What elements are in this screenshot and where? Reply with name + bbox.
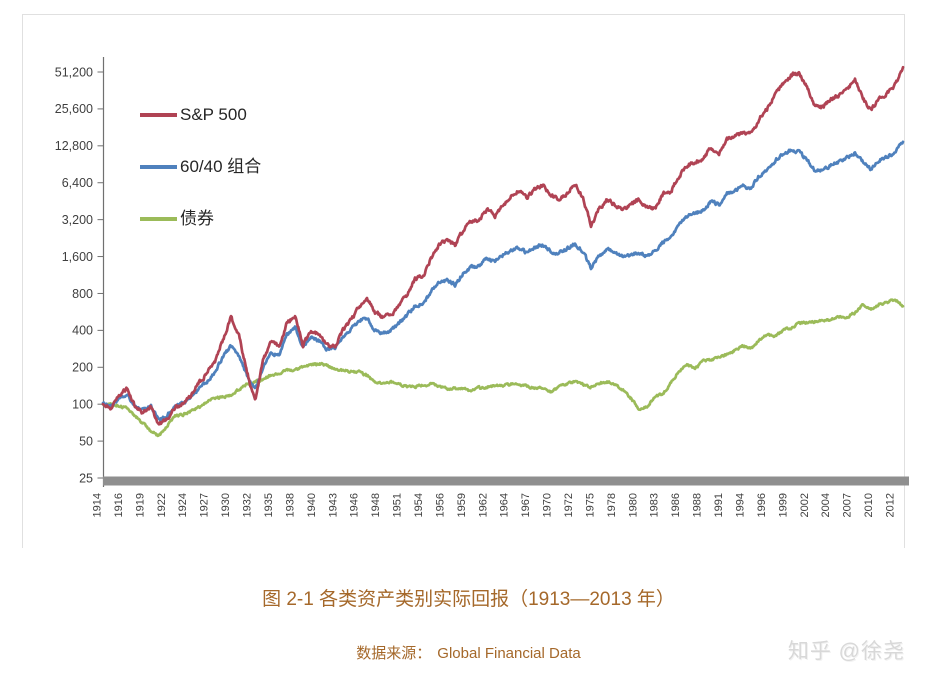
legend-swatch-sp500 [140, 113, 177, 117]
x-axis-tick-label: 1988 [692, 493, 704, 517]
x-axis-tick-label: 1964 [499, 493, 511, 517]
x-axis-bar [103, 476, 909, 486]
y-axis-tick-label: 51,200 [55, 65, 93, 79]
x-axis-tick-label: 1932 [242, 493, 254, 517]
x-axis-tick-label: 1999 [777, 493, 789, 517]
legend-label-60-40-portfolio: 60/40 组合 [180, 157, 262, 176]
series-line-bonds [101, 298, 905, 438]
x-axis-tick-label: 1919 [134, 493, 146, 517]
legend-swatch-bonds [140, 217, 177, 221]
x-axis-tick-label: 1946 [349, 493, 361, 517]
y-axis-tick-label: 1,600 [62, 250, 93, 264]
x-axis-tick-label: 1943 [327, 493, 339, 517]
legend-swatch-60-40-portfolio [140, 165, 177, 169]
y-axis-tick-label: 25 [79, 471, 93, 485]
y-axis-tick-label: 400 [72, 324, 93, 338]
x-axis-tick-label: 1962 [477, 493, 489, 517]
x-axis-tick-label: 1914 [92, 493, 104, 517]
x-axis-tick-label: 2010 [863, 493, 875, 517]
x-axis-tick-label: 1922 [156, 493, 168, 517]
x-axis-tick-label: 1940 [306, 493, 318, 517]
x-axis-tick-label: 1927 [199, 493, 211, 517]
x-axis-tick-label: 1967 [520, 493, 532, 517]
x-axis-tick-label: 1954 [413, 493, 425, 517]
x-axis-tick-label: 1935 [263, 493, 275, 517]
x-axis-tick-label: 1980 [627, 493, 639, 517]
y-axis-tick-label: 6,400 [62, 176, 93, 190]
x-axis-tick-label: 1996 [756, 493, 768, 517]
y-axis-tick-label: 50 [79, 434, 93, 448]
data-source-label: 数据来源： [356, 645, 432, 662]
y-axis-tick-label: 200 [72, 361, 93, 375]
series-line-portfolio-60-40 [101, 140, 905, 422]
x-axis-tick-label: 1938 [284, 493, 296, 517]
y-axis-tick-label: 800 [72, 287, 93, 301]
x-axis-tick-label: 1994 [734, 493, 746, 517]
x-axis-tick-label: 1970 [542, 493, 554, 517]
x-axis-tick-label: 1951 [392, 493, 404, 517]
legend-item-bonds: 债券 [140, 208, 214, 230]
x-axis-tick-label: 1983 [649, 493, 661, 517]
x-axis-tick-label: 1959 [456, 493, 468, 517]
x-axis-tick-label: 1991 [713, 493, 725, 517]
y-axis-tick-label: 100 [72, 397, 93, 411]
x-axis-tick-label: 1924 [177, 493, 189, 517]
y-axis-tick-label: 25,600 [55, 102, 93, 116]
x-axis-tick-label: 1975 [584, 493, 596, 517]
figure-caption: 图 2-1 各类资产类别实际回报（1913—2013 年） [262, 589, 675, 610]
x-axis-tick-label: 2007 [842, 493, 854, 517]
x-axis-tick-label: 1916 [113, 493, 125, 517]
y-axis-tick-label: 3,200 [62, 213, 93, 227]
x-axis-tick-label: 2002 [799, 493, 811, 517]
asset-returns-line-chart: 51,200 25,600 12,800 6,400 3,200 1,600 800 400 2… [55, 57, 909, 517]
series-line-sp500 [101, 65, 905, 426]
legend-item-60-40-portfolio: 60/40 组合 [140, 156, 261, 178]
legend-label-sp500: S&P 500 [180, 105, 247, 124]
x-axis-tick-label: 2012 [885, 493, 897, 517]
data-source-line: 数据来源： Global Financial Data [0, 642, 937, 663]
x-axis-tick-label: 2004 [820, 493, 832, 517]
watermark-zhihu: 知乎 @徐尧 [787, 640, 905, 663]
y-axis-tick-label: 12,800 [55, 139, 93, 153]
x-axis-tick-label: 1930 [220, 493, 232, 517]
x-axis-tick-label: 1948 [370, 493, 382, 517]
x-axis-tick-label: 1956 [434, 493, 446, 517]
data-source-value: Global Financial Data [437, 645, 581, 662]
x-axis-tick-label: 1972 [563, 493, 575, 517]
x-axis-tick-label: 1986 [670, 493, 682, 517]
legend-item-sp500: S&P 500 [140, 104, 247, 126]
legend-label-bonds: 债券 [180, 209, 214, 228]
x-axis-tick-label: 1978 [606, 493, 618, 517]
